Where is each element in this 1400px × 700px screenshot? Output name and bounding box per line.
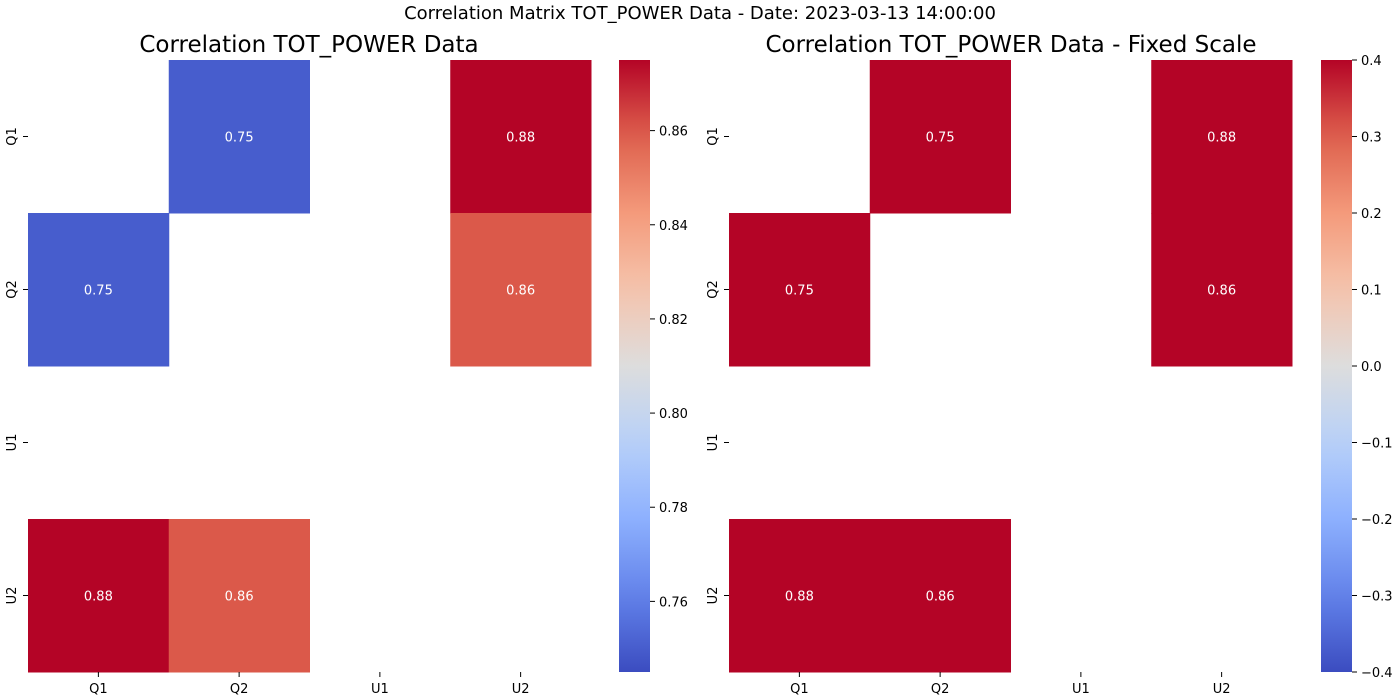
cell-value-label: 0.86 xyxy=(506,284,535,299)
cell-value-label: 0.75 xyxy=(785,284,814,299)
heatmap-cell xyxy=(869,60,1011,214)
x-tick-label: U2 xyxy=(512,682,530,697)
cell-value-label: 0.75 xyxy=(84,284,113,299)
colorbar-tick-label: 0.3 xyxy=(1361,131,1382,146)
cell-value-label: 0.86 xyxy=(1207,284,1236,299)
colorbar-tick-label: 0.86 xyxy=(659,125,688,140)
heatmap-cell xyxy=(450,213,592,367)
cell-value-label: 0.88 xyxy=(84,590,113,605)
x-tick-label: U2 xyxy=(1213,682,1231,697)
colorbar xyxy=(1321,60,1352,672)
y-tick-label: U2 xyxy=(5,587,20,605)
colorbar-tick-label: −0.2 xyxy=(1361,513,1393,528)
heatmap-cell xyxy=(869,519,1011,673)
colorbar-tick-label: 0.82 xyxy=(659,313,688,328)
heatmap-panel-fixed-scale: Correlation TOT_POWER Data - Fixed Scale… xyxy=(706,32,1393,697)
cell-value-label: 0.88 xyxy=(1207,131,1236,146)
colorbar-tick-label: 0.1 xyxy=(1361,284,1382,299)
x-tick-label: Q1 xyxy=(790,682,809,697)
heatmap-cell xyxy=(168,60,310,214)
cell-value-label: 0.86 xyxy=(225,590,254,605)
colorbar-tick-label: −0.1 xyxy=(1361,437,1393,452)
cell-value-label: 0.75 xyxy=(926,131,955,146)
heatmap-cell xyxy=(450,60,592,214)
y-tick-label: Q2 xyxy=(5,280,20,299)
cell-value-label: 0.88 xyxy=(506,131,535,146)
heatmap-title: Correlation TOT_POWER Data xyxy=(139,32,478,58)
figure-suptitle: Correlation Matrix TOT_POWER Data - Date… xyxy=(404,3,996,24)
x-tick-label: Q1 xyxy=(89,682,108,697)
cell-value-label: 0.75 xyxy=(225,131,254,146)
heatmap-cell xyxy=(729,213,871,367)
y-tick-label: Q2 xyxy=(706,280,721,299)
colorbar-tick-label: 0.4 xyxy=(1361,54,1382,69)
x-tick-label: U1 xyxy=(371,682,389,697)
heatmap-cell xyxy=(1151,60,1293,214)
x-tick-label: Q2 xyxy=(931,682,950,697)
colorbar-tick-label: 0.0 xyxy=(1361,360,1382,375)
y-tick-label: U2 xyxy=(706,587,721,605)
heatmap-cell xyxy=(729,519,871,673)
x-tick-label: Q2 xyxy=(230,682,249,697)
x-tick-label: U1 xyxy=(1072,682,1090,697)
y-tick-label: Q1 xyxy=(5,127,20,146)
colorbar-tick-label: −0.3 xyxy=(1361,590,1393,605)
cell-value-label: 0.86 xyxy=(926,590,955,605)
heatmap-cell xyxy=(168,519,310,673)
colorbar-tick-label: 0.78 xyxy=(659,501,688,516)
colorbar-tick-label: 0.2 xyxy=(1361,207,1382,222)
cell-value-label: 0.88 xyxy=(785,590,814,605)
heatmap-cell xyxy=(28,519,170,673)
colorbar-tick-label: 0.76 xyxy=(659,595,688,610)
heatmap-panel-correlation: Correlation TOT_POWER Data 0.75 0.88 0.75 0… xyxy=(5,32,688,697)
y-tick-label: U1 xyxy=(706,434,721,452)
heatmap-title: Correlation TOT_POWER Data - Fixed Scale xyxy=(765,32,1256,58)
y-tick-label: U1 xyxy=(5,434,20,452)
heatmap-cell xyxy=(28,213,170,367)
colorbar xyxy=(619,60,650,672)
colorbar-tick-label: 0.80 xyxy=(659,407,688,422)
y-tick-label: Q1 xyxy=(706,127,721,146)
colorbar-tick-label: −0.4 xyxy=(1361,666,1393,681)
heatmap-cell xyxy=(1151,213,1293,367)
colorbar-tick-label: 0.84 xyxy=(659,219,688,234)
